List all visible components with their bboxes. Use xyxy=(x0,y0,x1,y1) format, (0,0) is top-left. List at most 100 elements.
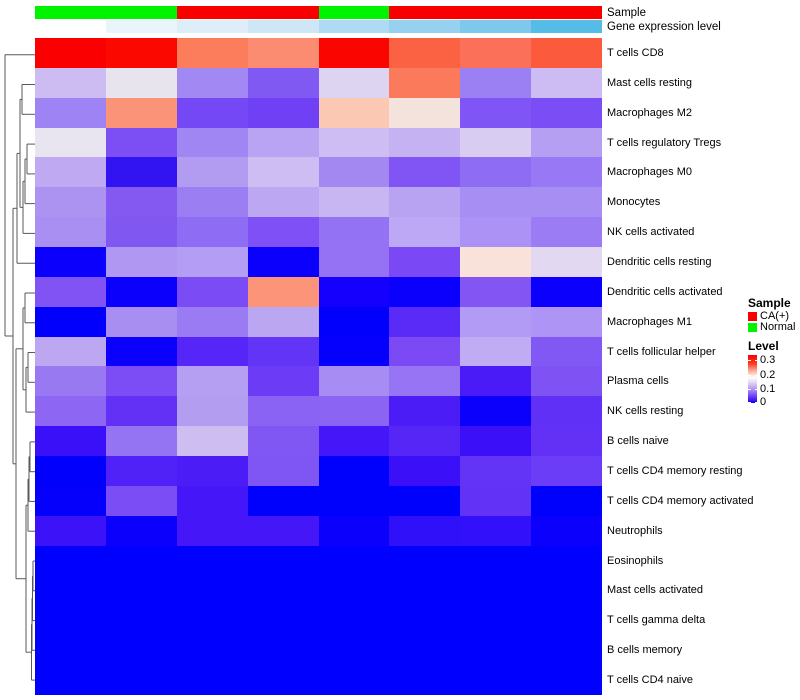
heatmap-cell xyxy=(176,276,248,307)
heatmap-cell xyxy=(460,97,532,128)
level-colorbar-wrap: 0.3 0.2 0.1 0 xyxy=(748,354,800,408)
heatmap-cell xyxy=(176,426,248,457)
gene-expression-annotation-cell xyxy=(35,20,106,33)
heatmap-cell xyxy=(105,665,177,695)
heatmap-cell xyxy=(176,187,248,218)
heatmap-cell xyxy=(531,635,602,666)
gene-expression-annotation-cell xyxy=(247,20,319,33)
heatmap-cell xyxy=(176,635,248,666)
heatmap-cell xyxy=(318,545,390,576)
legend-swatch xyxy=(748,311,757,321)
heatmap-cell xyxy=(318,665,390,695)
heatmap-cell xyxy=(318,426,390,457)
row-label: T cells CD4 naive xyxy=(607,674,693,687)
heatmap-cell xyxy=(247,366,319,397)
heatmap-cell xyxy=(105,187,177,218)
colorbar-tick-label: 0.1 xyxy=(760,383,776,395)
heatmap-cell xyxy=(176,67,248,98)
heatmap-cell xyxy=(35,276,106,307)
heatmap-cell xyxy=(531,217,602,248)
heatmap-cell xyxy=(318,276,390,307)
colorbar-tick xyxy=(748,375,751,376)
heatmap-cell xyxy=(531,485,602,516)
heatmap-cell xyxy=(247,515,319,546)
heatmap-cell xyxy=(105,157,177,188)
heatmap-cell xyxy=(35,306,106,337)
row-label: B cells naive xyxy=(607,435,669,448)
heatmap-cell xyxy=(105,605,177,636)
heatmap-cell xyxy=(460,127,532,158)
row-label: B cells memory xyxy=(607,644,683,657)
heatmap-cell xyxy=(318,396,390,427)
heatmap-cell xyxy=(176,515,248,546)
gene-expression-annotation-cell xyxy=(389,20,461,33)
row-label: Monocytes xyxy=(607,196,661,209)
heatmap-cell xyxy=(389,515,461,546)
heatmap-cell xyxy=(35,157,106,188)
heatmap-cell xyxy=(460,635,532,666)
heatmap-cell xyxy=(247,605,319,636)
heatmap-cell xyxy=(176,665,248,695)
colorbar-tick xyxy=(748,402,751,403)
heatmap-cell xyxy=(318,247,390,277)
heatmap-cell xyxy=(389,306,461,337)
heatmap-cell xyxy=(105,485,177,516)
heatmap-cell xyxy=(318,187,390,218)
heatmap-cell xyxy=(389,247,461,277)
heatmap-cell xyxy=(35,485,106,516)
gene-expression-annotation-cell xyxy=(105,20,177,33)
heatmap-cell xyxy=(176,38,248,68)
heatmap-cell xyxy=(460,665,532,695)
heatmap-cell xyxy=(318,336,390,367)
heatmap-cell xyxy=(318,456,390,486)
row-label: Dendritic cells activated xyxy=(607,285,723,298)
row-label: T cells CD4 memory activated xyxy=(607,494,754,507)
heatmap-cell xyxy=(105,97,177,128)
heatmap-cell xyxy=(460,605,532,636)
heatmap-cell xyxy=(247,485,319,516)
heatmap-cell xyxy=(105,456,177,486)
row-label: Neutrophils xyxy=(607,524,663,537)
heatmap-cell xyxy=(389,127,461,158)
heatmap-cell xyxy=(318,38,390,68)
heatmap-cell xyxy=(531,456,602,486)
heatmap-cell xyxy=(460,545,532,576)
row-label: T cells gamma delta xyxy=(607,614,706,627)
sample-annotation-cell xyxy=(318,6,390,19)
heatmap-cell xyxy=(460,276,532,307)
row-label: Mast cells resting xyxy=(607,76,692,89)
heatmap-cell xyxy=(531,575,602,606)
legend-sample-entries: CA(+) Normal xyxy=(748,310,800,333)
heatmap-cell xyxy=(318,127,390,158)
heatmap-cell xyxy=(105,247,177,277)
colorbar-tick xyxy=(754,402,758,403)
heatmap-cell xyxy=(176,366,248,397)
heatmap-cell xyxy=(247,396,319,427)
colorbar-tick xyxy=(748,389,751,390)
heatmap-cell xyxy=(531,67,602,98)
gene-expression-annotation-cell xyxy=(318,20,390,33)
sample-annotation-bar xyxy=(35,6,602,19)
sample-annotation-cell xyxy=(460,6,532,19)
legend-entry-label: CA(+) xyxy=(760,310,790,322)
heatmap-cell xyxy=(531,396,602,427)
heatmap-cell xyxy=(318,485,390,516)
heatmap-cell xyxy=(460,38,532,68)
heatmap-cell xyxy=(389,336,461,367)
heatmap-cell xyxy=(531,157,602,188)
heatmap-cell xyxy=(105,217,177,248)
heatmap-cell xyxy=(35,336,106,367)
heatmap-cell xyxy=(105,38,177,68)
legend-swatch xyxy=(748,322,757,332)
heatmap-cell xyxy=(318,157,390,188)
row-label: T cells CD8 xyxy=(607,46,664,59)
heatmap-cell xyxy=(35,665,106,695)
heatmap-cell xyxy=(247,38,319,68)
heatmap-cell xyxy=(318,635,390,666)
gene-expression-annotation-cell xyxy=(176,20,248,33)
heatmap-cell xyxy=(35,366,106,397)
heatmap-cell xyxy=(35,97,106,128)
heatmap-cell xyxy=(531,515,602,546)
heatmap-cell xyxy=(389,366,461,397)
